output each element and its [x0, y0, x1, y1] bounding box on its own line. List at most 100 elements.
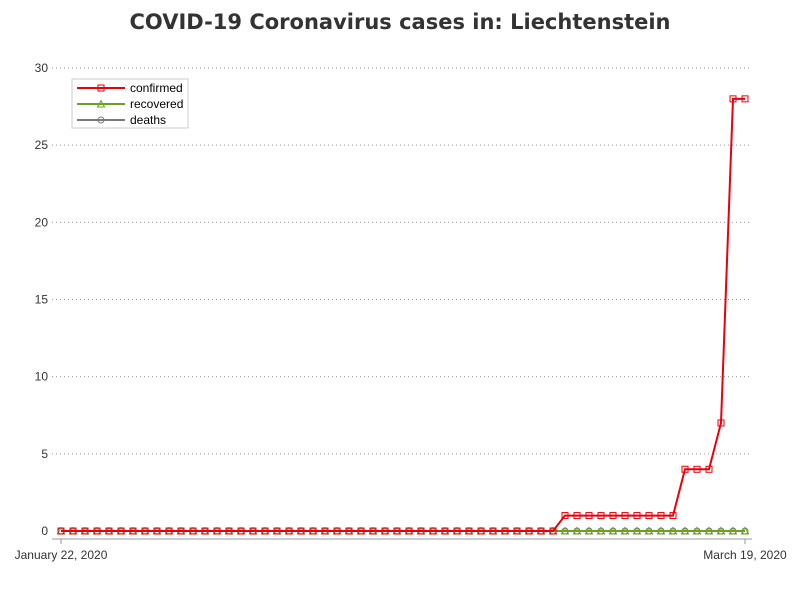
data-point-recovered	[704, 526, 714, 535]
y-tick-label: 10	[35, 370, 49, 384]
data-point-recovered	[680, 526, 690, 535]
series-confirmed	[57, 95, 749, 535]
data-point-confirmed	[405, 527, 413, 535]
data-point-confirmed	[237, 527, 245, 535]
x-tick-label: January 22, 2020	[15, 548, 108, 562]
data-point-recovered	[572, 526, 582, 535]
legend-label-confirmed: confirmed	[130, 81, 183, 95]
data-point-recovered	[620, 526, 630, 535]
data-point-confirmed	[537, 527, 545, 535]
legend-label-deaths: deaths	[130, 113, 166, 127]
data-point-confirmed	[105, 527, 113, 535]
y-tick-label: 0	[41, 524, 48, 538]
series-layer	[56, 95, 750, 535]
data-point-confirmed	[321, 527, 329, 535]
data-point-confirmed	[717, 419, 725, 427]
data-point-confirmed	[177, 527, 185, 535]
data-point-recovered	[560, 526, 570, 535]
series-line-confirmed	[61, 97, 745, 532]
data-point-confirmed	[561, 512, 569, 520]
data-point-confirmed	[117, 527, 125, 535]
data-point-confirmed	[657, 512, 665, 520]
data-point-confirmed	[621, 512, 629, 520]
data-point-confirmed	[669, 512, 677, 520]
data-point-confirmed	[225, 527, 233, 535]
legend: confirmed recovered deaths	[71, 78, 189, 129]
data-point-confirmed	[693, 465, 701, 473]
data-point-confirmed	[705, 465, 713, 473]
y-tick-label: 5	[41, 447, 48, 461]
data-point-confirmed	[429, 527, 437, 535]
data-point-confirmed	[213, 527, 221, 535]
data-point-confirmed	[549, 527, 557, 535]
data-point-confirmed	[441, 527, 449, 535]
data-point-confirmed	[165, 527, 173, 535]
legend-marker-recovered	[96, 99, 106, 108]
data-point-confirmed	[381, 527, 389, 535]
data-point-confirmed	[333, 527, 341, 535]
data-point-confirmed	[249, 527, 257, 535]
data-point-recovered	[656, 526, 666, 535]
data-point-confirmed	[189, 527, 197, 535]
data-point-recovered	[644, 526, 654, 535]
data-point-confirmed	[525, 527, 533, 535]
data-point-confirmed	[357, 527, 365, 535]
y-tick-label: 25	[35, 138, 49, 152]
data-point-confirmed	[477, 527, 485, 535]
data-point-confirmed	[153, 527, 161, 535]
data-point-confirmed	[369, 527, 377, 535]
data-point-confirmed	[201, 527, 209, 535]
axis-layer: 0 5 10 15 20 25 30 January 22, 2020 March 19, 20…	[15, 61, 787, 562]
data-point-recovered	[608, 526, 618, 535]
legend-item-deaths: deaths	[77, 113, 166, 127]
data-point-confirmed	[729, 95, 737, 103]
data-point-confirmed	[513, 527, 521, 535]
data-point-confirmed	[489, 527, 497, 535]
data-point-confirmed	[297, 527, 305, 535]
data-point-confirmed	[741, 95, 749, 103]
data-point-confirmed	[345, 527, 353, 535]
data-point-confirmed	[681, 465, 689, 473]
data-point-confirmed	[285, 527, 293, 535]
data-point-confirmed	[93, 527, 101, 535]
data-point-confirmed	[597, 512, 605, 520]
data-point-confirmed	[633, 512, 641, 520]
data-point-confirmed	[69, 527, 77, 535]
data-point-confirmed	[501, 527, 509, 535]
data-point-recovered	[632, 526, 642, 535]
data-point-confirmed	[573, 512, 581, 520]
legend-item-recovered: recovered	[77, 97, 183, 111]
data-point-recovered	[740, 526, 750, 535]
data-point-confirmed	[453, 527, 461, 535]
data-point-confirmed	[393, 527, 401, 535]
data-point-recovered	[596, 526, 606, 535]
data-point-confirmed	[141, 527, 149, 535]
data-point-confirmed	[465, 527, 473, 535]
data-point-recovered	[716, 526, 726, 535]
y-tick-label: 20	[35, 215, 49, 229]
legend-item-confirmed: confirmed	[77, 81, 183, 95]
data-point-recovered	[584, 526, 594, 535]
data-point-confirmed	[645, 512, 653, 520]
data-point-recovered	[668, 526, 678, 535]
data-point-recovered	[692, 526, 702, 535]
y-tick-label: 15	[35, 293, 49, 307]
data-point-confirmed	[585, 512, 593, 520]
data-point-recovered	[728, 526, 738, 535]
data-point-confirmed	[261, 527, 269, 535]
data-point-confirmed	[273, 527, 281, 535]
data-point-confirmed	[309, 527, 317, 535]
legend-marker-deaths	[97, 116, 105, 124]
data-point-confirmed	[129, 527, 137, 535]
data-point-confirmed	[417, 527, 425, 535]
y-tick-label: 30	[35, 61, 49, 75]
legend-marker-confirmed	[97, 84, 105, 92]
x-tick-label: March 19, 2020	[703, 548, 787, 562]
data-point-confirmed	[609, 512, 617, 520]
grid-layer	[52, 67, 752, 455]
data-point-confirmed	[81, 527, 89, 535]
data-point-confirmed	[57, 527, 65, 535]
legend-label-recovered: recovered	[130, 97, 183, 111]
chart-title: COVID-19 Coronavirus cases in: Liechtens…	[129, 10, 671, 34]
